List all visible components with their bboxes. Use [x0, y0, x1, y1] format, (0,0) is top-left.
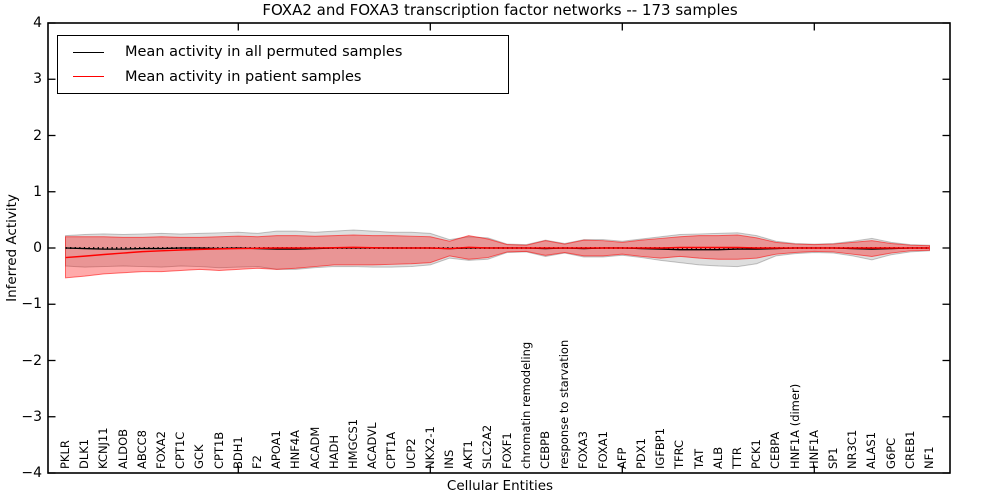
legend-line-patient-icon: [73, 76, 104, 78]
y-tick-label: −1: [21, 296, 42, 313]
x-category-label: HNF1A: [806, 429, 821, 469]
y-tick-label: 4: [33, 15, 42, 31]
x-category-label: ALAS1: [864, 431, 879, 469]
legend-line-permuted-icon: [73, 51, 104, 53]
x-category-label: F2: [250, 455, 264, 469]
legend-label-permuted: Mean activity in all permuted samples: [125, 44, 403, 61]
x-category-label: HNF4A: [288, 429, 303, 469]
x-category-label: NKX2-1: [422, 426, 437, 469]
x-category-label: NR3C1: [845, 429, 860, 469]
x-category-label: CPT1A: [384, 431, 399, 469]
x-category-label: PKLR: [58, 440, 72, 469]
x-category-label: BDH1: [230, 436, 245, 469]
x-category-label: DLK1: [77, 438, 92, 469]
x-category-label: IGFBP1: [653, 427, 668, 469]
x-category-label: SP1: [826, 447, 840, 469]
x-category-label: UCP2: [403, 438, 418, 469]
x-category-label: FOXA3: [576, 431, 591, 469]
x-category-label: NF1: [922, 446, 936, 469]
x-category-label: HMGCS1: [346, 418, 360, 469]
x-category-label: FOXA2: [154, 431, 168, 469]
chart-title: FOXA2 and FOXA3 transcription factor net…: [262, 1, 738, 19]
x-category-label: CREB1: [902, 430, 917, 470]
legend-item-permuted: Mean activity in all permuted samples: [58, 44, 508, 60]
x-category-label: CPT1B: [211, 431, 226, 469]
x-category-label: HADH: [326, 434, 341, 469]
y-tick-label: −2: [21, 352, 42, 369]
y-tick-label: 1: [33, 183, 42, 200]
x-category-label: SLC2A2: [480, 424, 495, 469]
x-category-label: FOXA1: [595, 431, 610, 469]
x-category-label: TAT: [691, 448, 706, 469]
x-category-label: CPT1C: [173, 431, 188, 469]
x-category-label: response to starvation: [557, 339, 572, 469]
series-line: [65, 246, 930, 259]
legend: Mean activity in all permuted samples Me…: [57, 35, 509, 94]
x-category-label: AKT1: [461, 440, 476, 469]
x-category-label: FOXF1: [499, 432, 514, 469]
x-category-label: ABCC8: [134, 430, 149, 469]
y-tick-label: 0: [33, 240, 42, 256]
y-tick-label: −4: [21, 465, 42, 481]
y-tick-label: 3: [33, 71, 42, 88]
x-category-label: HNF1A (dimer): [787, 383, 802, 469]
permuted-std-band: [65, 229, 930, 270]
x-category-label: PDX1: [634, 438, 648, 469]
x-category-label: ACADM: [307, 426, 322, 469]
x-category-label: G6PC: [883, 437, 898, 469]
y-tick-label: 2: [33, 127, 42, 144]
x-category-label: ACADVL: [365, 422, 380, 470]
x-category-label: CEBPA: [768, 431, 783, 469]
y-tick-label: −3: [21, 408, 42, 425]
x-category-label: TTR: [730, 447, 744, 469]
x-category-label: chromatin remodeling: [518, 341, 533, 469]
x-category-label: APOA1: [269, 430, 284, 469]
x-category-label: GCK: [192, 444, 207, 469]
x-category-label: CEBPB: [538, 430, 552, 469]
x-category-label: KCNJ11: [96, 427, 111, 469]
x-category-label: AFP: [614, 447, 629, 469]
x-category-label: PCK1: [749, 439, 764, 469]
x-category-label: ALDOB: [115, 428, 130, 469]
patient-std-band: [65, 234, 930, 279]
x-axis-label: Cellular Entities: [446, 478, 554, 494]
x-category-label: TFRC: [672, 439, 687, 469]
x-category-label: INS: [442, 449, 456, 469]
x-category-label: ALB: [710, 446, 725, 469]
legend-item-patient: Mean activity in patient samples: [58, 69, 508, 85]
legend-label-patient: Mean activity in patient samples: [125, 68, 362, 85]
